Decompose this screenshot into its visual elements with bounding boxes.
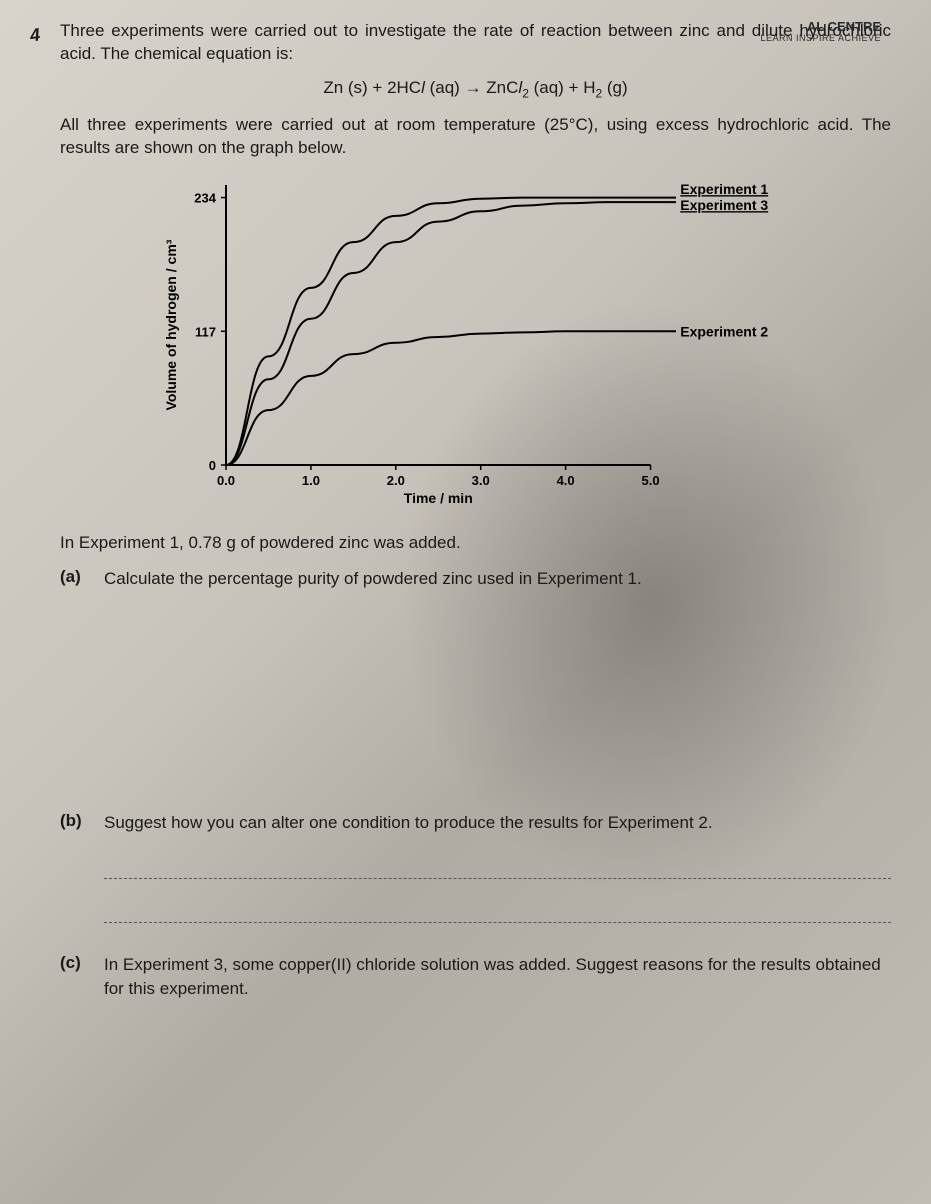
svg-text:Experiment 3: Experiment 3 — [680, 197, 768, 213]
svg-text:Volume of hydrogen / cm³: Volume of hydrogen / cm³ — [163, 239, 179, 410]
svg-text:117: 117 — [195, 324, 216, 339]
rate-chart: 0 117 234 0.0 1.0 2.0 3.0 4.0 5.0 Time / min Volum… — [156, 170, 796, 515]
part-a-label: (a) — [60, 567, 104, 591]
svg-text:Experiment 2: Experiment 2 — [680, 323, 768, 339]
brand-sub: LEARN INSPIRE ACHIEVE — [760, 34, 881, 44]
svg-text:Time / min: Time / min — [403, 490, 472, 506]
question-number: 4 — [29, 24, 42, 46]
answer-line-b2 — [104, 897, 891, 923]
answer-line-b1 — [104, 853, 891, 879]
svg-text:3.0: 3.0 — [471, 473, 489, 488]
svg-text:5.0: 5.0 — [641, 473, 659, 488]
part-b: (b) Suggest how you can alter one condit… — [60, 811, 891, 835]
svg-text:1.0: 1.0 — [301, 473, 319, 488]
part-b-text: Suggest how you can alter one condition … — [104, 811, 891, 835]
svg-text:4.0: 4.0 — [556, 473, 574, 488]
part-b-label: (b) — [60, 811, 104, 835]
exp1-text: In Experiment 1, 0.78 g of powdered zinc… — [60, 533, 891, 553]
svg-text:234: 234 — [194, 191, 216, 206]
part-c: (c) In Experiment 3, some copper(II) chl… — [60, 953, 891, 1001]
part-a: (a) Calculate the percentage purity of p… — [60, 567, 891, 591]
svg-text:0.0: 0.0 — [216, 473, 234, 488]
svg-text:Experiment 1: Experiment 1 — [680, 181, 768, 197]
chemical-equation: Zn (s) + 2HCl (aq) → ZnCl2 (aq) + H2 (g) — [60, 78, 891, 100]
brand-header: AL CENTRE LEARN INSPIRE ACHIEVE — [760, 20, 881, 44]
part-c-label: (c) — [60, 953, 104, 1001]
svg-text:0: 0 — [208, 458, 215, 473]
part-a-text: Calculate the percentage purity of powde… — [104, 567, 891, 591]
brand-main: AL CENTRE — [760, 20, 881, 34]
chart-svg: 0 117 234 0.0 1.0 2.0 3.0 4.0 5.0 Time / min Volum… — [156, 170, 796, 510]
para-conditions: All three experiments were carried out a… — [60, 114, 891, 160]
part-c-text: In Experiment 3, some copper(II) chlorid… — [104, 953, 891, 1001]
svg-text:2.0: 2.0 — [386, 473, 404, 488]
